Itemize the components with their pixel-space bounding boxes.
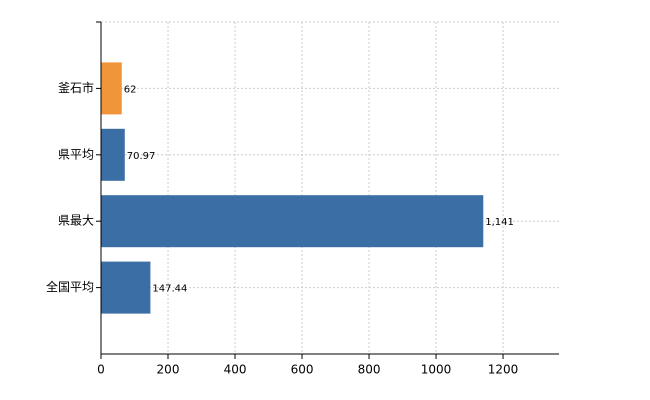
x-tick-label: 800 (358, 363, 381, 377)
y-tick-label: 全国平均 (46, 279, 94, 294)
bar (101, 62, 122, 115)
y-tick-label: 県最大 (58, 214, 94, 228)
x-tick-label: 1200 (488, 363, 519, 377)
x-tick-label: 400 (224, 363, 247, 377)
y-tick-label: 県平均 (58, 147, 94, 161)
value-label: 70.97 (127, 151, 156, 162)
bar (101, 261, 151, 314)
value-label: 147.44 (152, 284, 187, 295)
x-tick-label: 200 (157, 363, 180, 377)
x-tick-label: 600 (291, 363, 314, 377)
bar (101, 128, 125, 181)
value-label: 1,141 (485, 217, 514, 228)
x-tick-label: 1000 (421, 363, 452, 377)
value-label: 62 (124, 84, 137, 95)
y-tick-label: 釜石市 (58, 80, 94, 95)
bar (101, 195, 484, 248)
x-tick-label: 0 (97, 363, 105, 377)
